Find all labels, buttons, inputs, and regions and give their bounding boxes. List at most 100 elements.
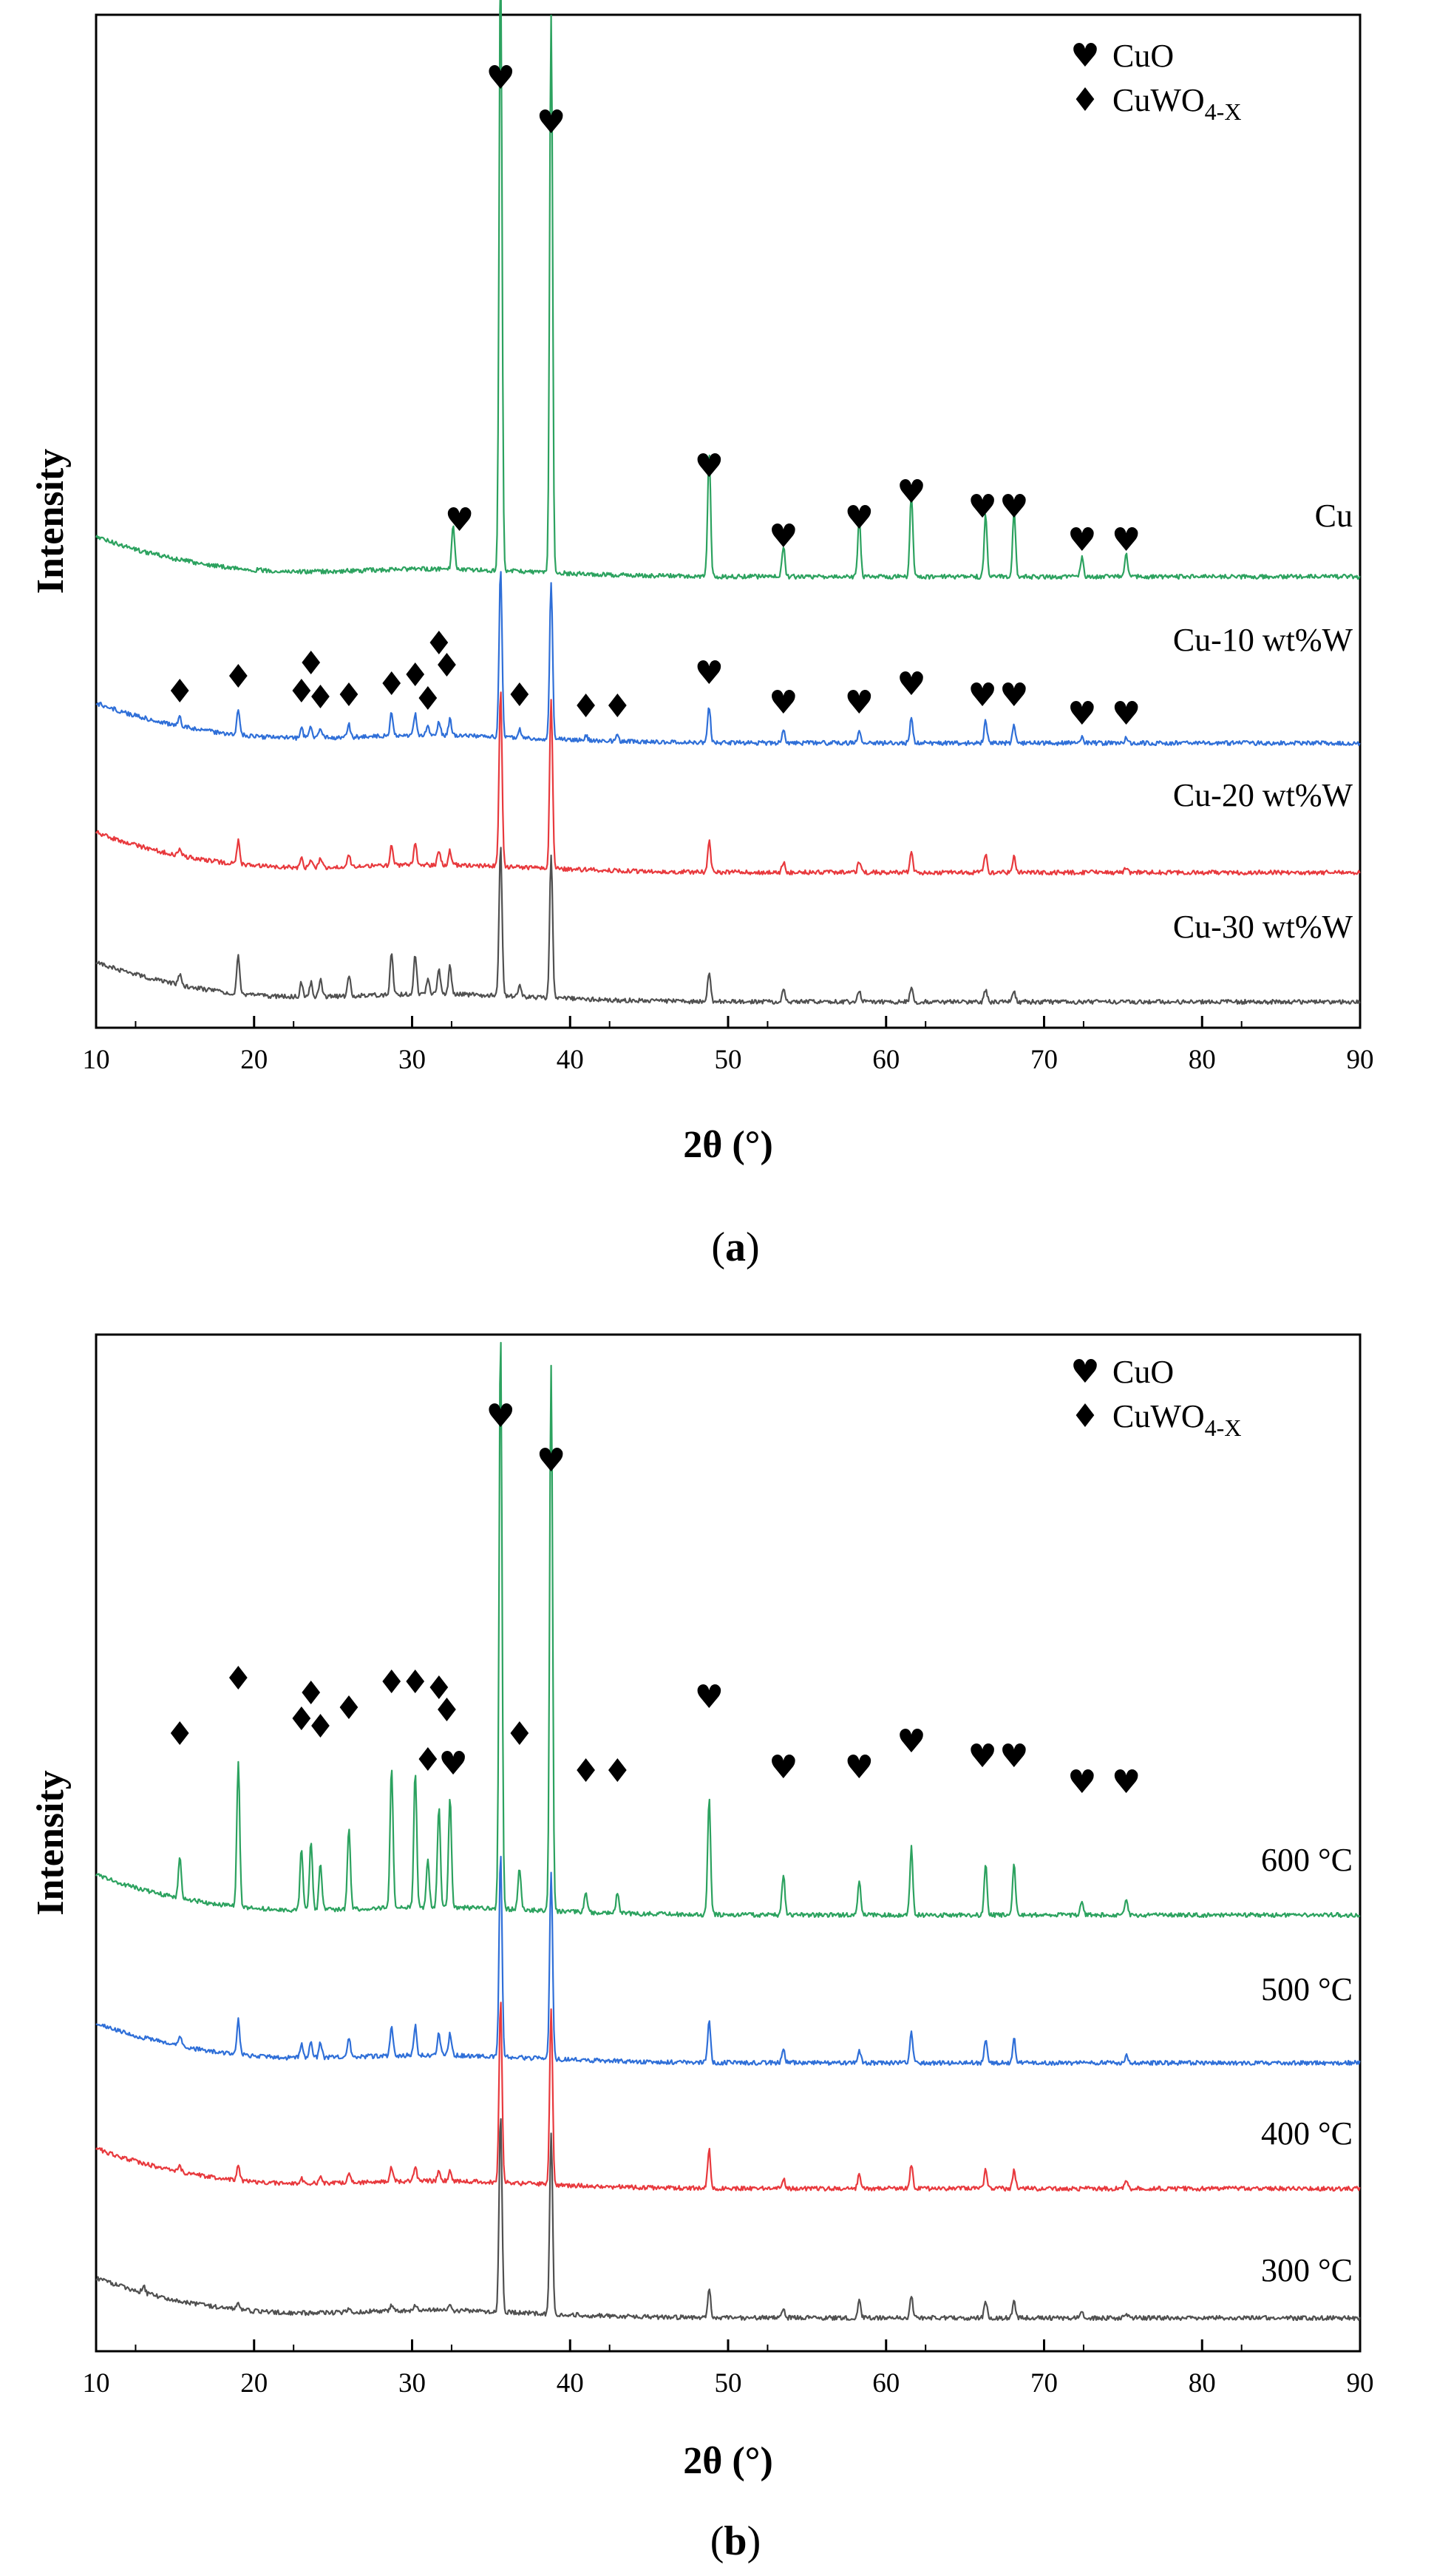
cuwo-peak-marker-icon: ♦ <box>377 665 406 703</box>
series-label: 500 °C <box>1261 1971 1353 2007</box>
cuo-peak-marker-icon: ♥ <box>438 1745 467 1783</box>
cuo-peak-marker-icon: ♥ <box>769 684 798 722</box>
y-axis-title: Intensity <box>30 1770 72 1915</box>
series-label: Cu-20 wt%W <box>1173 777 1353 813</box>
cuo-peak-marker-icon: ♥ <box>968 488 996 526</box>
x-tick-label: 20 <box>240 2368 268 2399</box>
x-tick-label: 50 <box>715 2368 742 2399</box>
cuwo-peak-marker-icon: ♦ <box>571 1752 600 1790</box>
cuo-peak-marker-icon: ♥ <box>897 1723 925 1760</box>
cuo-peak-marker-icon: ♥ <box>999 488 1028 526</box>
legend-label: CuWO4-X <box>1112 1398 1241 1441</box>
legend-diamond-icon: ♦ <box>1070 1397 1099 1435</box>
series-label: 300 °C <box>1261 2252 1353 2288</box>
cuo-peak-marker-icon: ♥ <box>968 1738 996 1775</box>
legend-heart-icon: ♥ <box>1070 37 1099 75</box>
plot-frame <box>95 13 1362 1029</box>
x-tick-label: 80 <box>1189 1045 1216 1075</box>
cuwo-peak-marker-icon: ♦ <box>306 1708 335 1746</box>
cuwo-peak-marker-icon: ♦ <box>287 1701 316 1738</box>
series-label: Cu-30 wt%W <box>1173 909 1353 945</box>
x-tick-label: 10 <box>83 2368 110 2399</box>
legend-diamond-icon: ♦ <box>1070 81 1099 119</box>
cuo-peak-marker-icon: ♥ <box>845 1749 874 1786</box>
legend-label: CuWO4-X <box>1112 82 1241 125</box>
series-label: 600 °C <box>1261 1842 1353 1878</box>
cuwo-peak-marker-icon: ♦ <box>224 658 253 696</box>
cuwo-peak-marker-icon: ♦ <box>401 1664 429 1701</box>
x-tick-label: 30 <box>398 1045 426 1075</box>
series-label: 400 °C <box>1261 2115 1353 2152</box>
cuo-peak-marker-icon: ♥ <box>695 654 724 692</box>
cuo-peak-marker-icon: ♥ <box>897 473 925 511</box>
cuwo-peak-marker-icon: ♦ <box>166 1715 194 1753</box>
x-axis-title: 2θ (°) <box>683 1124 773 1166</box>
cuwo-peak-marker-icon: ♦ <box>603 688 632 725</box>
cuwo-peak-marker-icon: ♦ <box>306 679 335 716</box>
series-line <box>95 1341 1361 1919</box>
cuwo-peak-marker-icon: ♦ <box>334 677 363 714</box>
cuwo-peak-marker-icon: ♦ <box>432 647 461 685</box>
cuo-peak-marker-icon: ♥ <box>695 1678 724 1716</box>
panel-letter: b <box>724 2518 747 2564</box>
cuwo-peak-marker-icon: ♦ <box>296 645 325 682</box>
x-tick-label: 20 <box>240 1045 268 1075</box>
series-line <box>95 847 1361 1006</box>
cuo-peak-marker-icon: ♥ <box>1067 1763 1096 1801</box>
cuo-peak-marker-icon: ♥ <box>1112 1763 1141 1801</box>
series-line <box>95 0 1361 580</box>
legend-subscript: 4-X <box>1205 98 1242 125</box>
cuo-peak-marker-icon: ♥ <box>695 447 724 485</box>
cuo-peak-marker-icon: ♥ <box>486 1397 514 1435</box>
cuwo-peak-marker-icon: ♦ <box>505 677 534 714</box>
x-tick-label: 60 <box>872 2368 900 2399</box>
panel-a: 10 20 30 40 50 60 70 80 90 2θ (°) Intensity Cu Cu-10… <box>30 0 1374 1270</box>
series-line <box>95 2118 1361 2322</box>
cuo-peak-marker-icon: ♥ <box>845 684 874 722</box>
cuo-peak-marker-icon: ♥ <box>537 1442 565 1479</box>
cuo-peak-marker-icon: ♥ <box>1112 521 1141 559</box>
cuwo-peak-marker-icon: ♦ <box>334 1689 363 1727</box>
x-tick-label: 90 <box>1347 2368 1374 2399</box>
cuo-peak-marker-icon: ♥ <box>537 104 565 141</box>
cuwo-peak-marker-icon: ♦ <box>432 1692 461 1729</box>
cuwo-peak-marker-icon: ♦ <box>571 688 600 725</box>
x-tick-label: 60 <box>872 1045 900 1075</box>
legend-label: CuO <box>1112 38 1174 74</box>
series-line <box>95 2002 1361 2192</box>
cuo-peak-marker-icon: ♥ <box>999 1738 1028 1775</box>
cuwo-peak-marker-icon: ♦ <box>505 1715 534 1753</box>
x-tick-label: 70 <box>1030 2368 1058 2399</box>
cuwo-peak-marker-icon: ♦ <box>166 673 194 711</box>
series-line <box>95 691 1361 876</box>
cuo-peak-marker-icon: ♥ <box>1067 521 1096 559</box>
cuo-peak-marker-icon: ♥ <box>968 677 996 714</box>
y-axis-title: Intensity <box>30 449 72 594</box>
cuo-peak-marker-icon: ♥ <box>769 1749 798 1786</box>
series-line <box>95 1855 1361 2067</box>
cuo-peak-marker-icon: ♥ <box>1112 695 1141 733</box>
legend-heart-icon: ♥ <box>1070 1353 1099 1391</box>
cuo-peak-marker-icon: ♥ <box>769 518 798 555</box>
cuo-peak-marker-icon: ♥ <box>897 665 925 703</box>
series-label: Cu <box>1315 498 1353 534</box>
cuwo-peak-marker-icon: ♦ <box>424 625 453 662</box>
cuwo-peak-marker-icon: ♦ <box>377 1664 406 1701</box>
cuwo-peak-marker-icon: ♦ <box>603 1752 632 1790</box>
x-tick-label: 40 <box>557 1045 584 1075</box>
panel-label: (a) <box>711 1224 759 1270</box>
panel-label: (b) <box>710 2518 761 2564</box>
panel-letter: a <box>725 1224 746 1270</box>
cuwo-peak-marker-icon: ♦ <box>401 657 429 694</box>
panel-b: 10 20 30 40 50 60 70 80 90 2θ (°) Intensity 600 °C 5… <box>30 1333 1374 2564</box>
legend-label: CuO <box>1112 1354 1174 1390</box>
plot-frame <box>95 1333 1362 2353</box>
cuo-peak-marker-icon: ♥ <box>999 677 1028 714</box>
x-tick-label: 90 <box>1347 1045 1374 1075</box>
x-axis-title: 2θ (°) <box>683 2440 773 2482</box>
cuwo-peak-marker-icon: ♦ <box>413 1741 442 1779</box>
cuwo-peak-marker-icon: ♦ <box>224 1660 253 1698</box>
cuo-peak-marker-icon: ♥ <box>486 59 514 97</box>
x-tick-label: 80 <box>1189 2368 1216 2399</box>
